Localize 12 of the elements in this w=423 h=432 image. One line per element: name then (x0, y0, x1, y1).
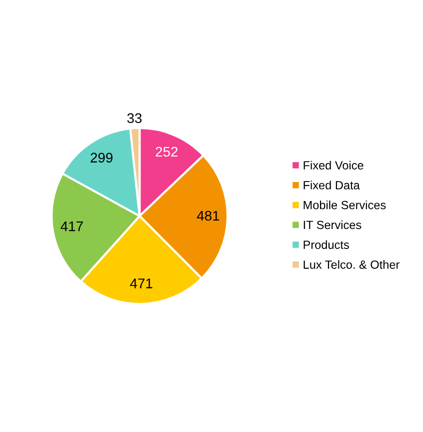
legend-label: Products (304, 240, 349, 249)
data-label: 33 (127, 113, 142, 124)
legend-label: Mobile Services (304, 200, 386, 210)
data-label: 417 (60, 222, 83, 232)
legend-label: IT Services (304, 220, 362, 230)
data-label: 299 (90, 152, 112, 163)
legend-label: Fixed Voice (304, 160, 364, 170)
legend-label: Lux Telco. & Other (304, 260, 400, 269)
legend-label: Fixed Data (304, 180, 360, 190)
data-label: 252 (156, 146, 178, 157)
data-label: 471 (130, 278, 152, 288)
data-label: 481 (196, 210, 220, 221)
